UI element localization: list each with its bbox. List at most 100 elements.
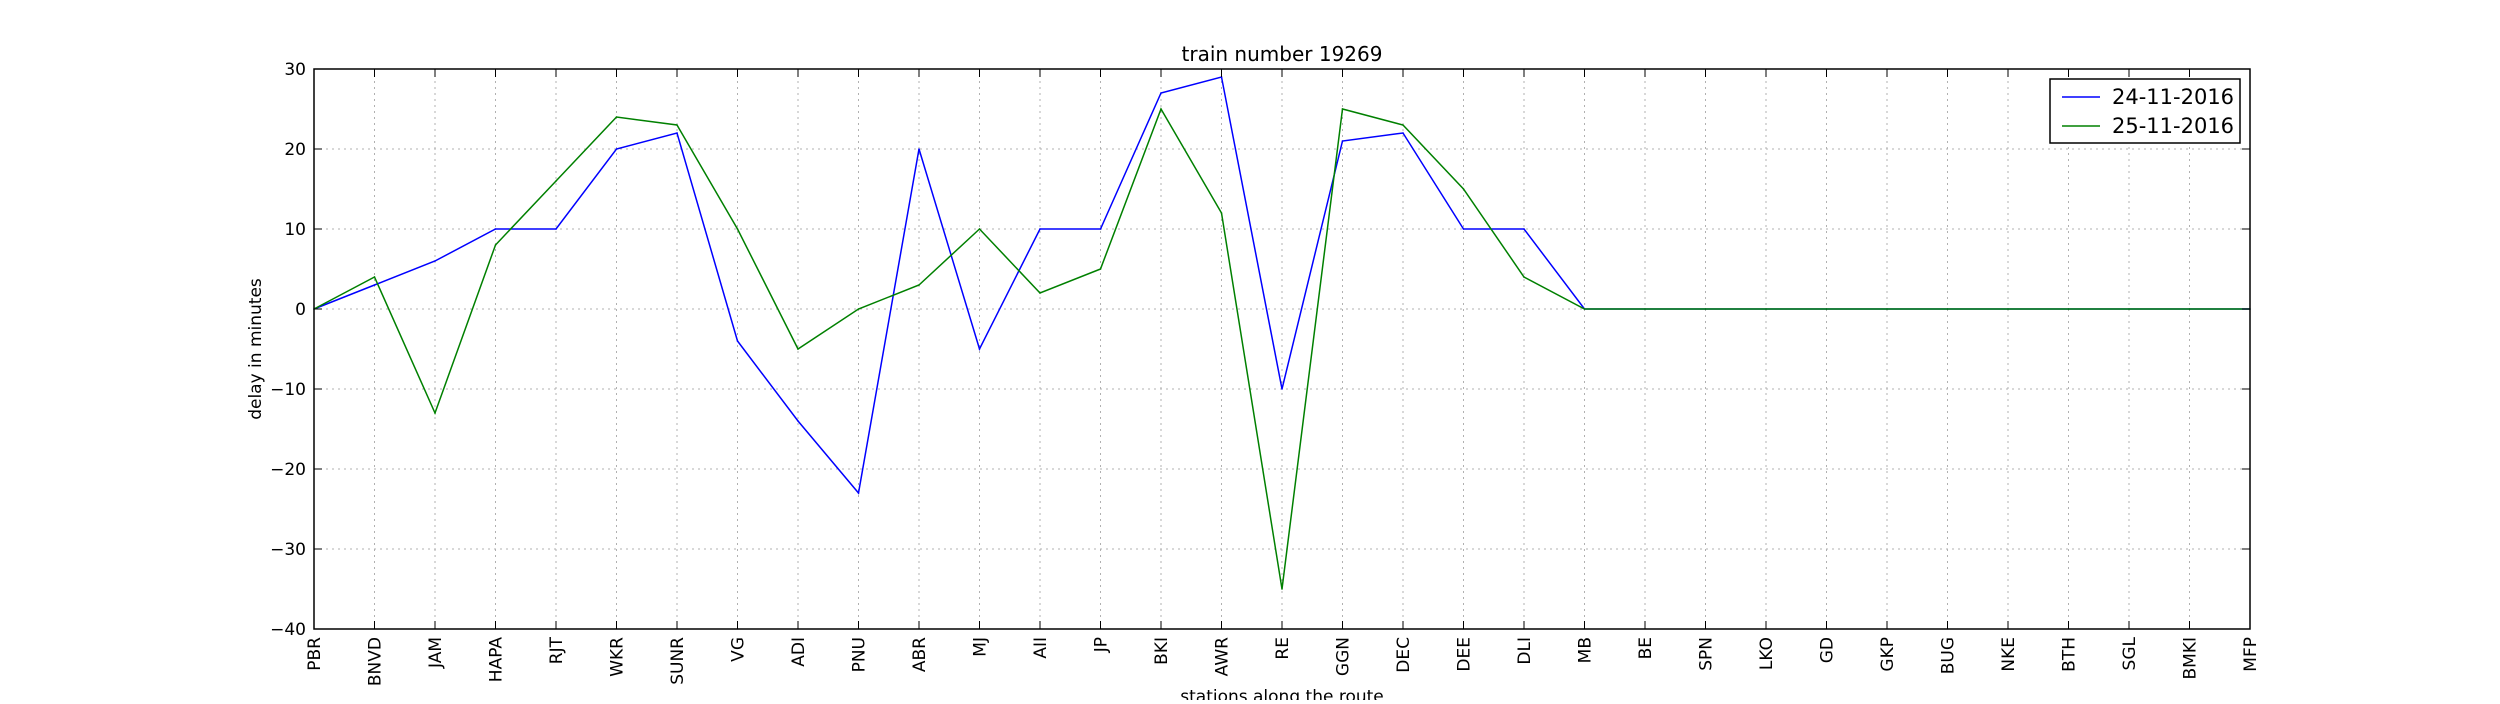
y-tick-label: 20	[284, 140, 306, 160]
data-point-25-11-2016	[2067, 308, 2070, 310]
data-point-24-11-2016	[1160, 92, 1162, 94]
data-point-24-11-2016	[1281, 388, 1283, 390]
x-tick-label: BTH	[2060, 637, 2080, 672]
data-point-25-11-2016	[1946, 308, 1949, 310]
x-tick-label: NKE	[1999, 637, 2019, 672]
x-tick-label: JAM	[426, 637, 446, 669]
x-tick-label: MB	[1576, 637, 1596, 663]
y-tick-label: −40	[270, 620, 306, 640]
data-point-24-11-2016	[1099, 228, 1102, 230]
data-point-24-11-2016	[434, 260, 436, 262]
data-point-25-11-2016	[676, 124, 678, 126]
data-point-25-11-2016	[1462, 188, 1465, 190]
x-axis-label: stations along the route	[1180, 687, 1384, 700]
y-tick-label: 0	[295, 300, 306, 320]
x-tick-label: LKO	[1757, 637, 1777, 670]
data-point-25-11-2016	[736, 228, 739, 230]
data-point-25-11-2016	[797, 348, 799, 350]
legend: 24-11-2016 25-11-2016	[2049, 78, 2241, 144]
chart-title: train number 19269	[1182, 42, 1383, 66]
data-point-25-11-2016	[978, 228, 981, 230]
x-tick-label: MJ	[971, 637, 991, 657]
legend-box	[2049, 78, 2241, 144]
data-point-24-11-2016	[494, 228, 497, 230]
data-point-25-11-2016	[1825, 308, 1828, 310]
data-point-25-11-2016	[2007, 308, 2009, 310]
data-point-25-11-2016	[1099, 268, 1102, 270]
x-tick-label: JP	[1092, 637, 1112, 653]
series-line-25-11-2016	[313, 107, 2250, 590]
x-tick-label: RE	[1273, 637, 1293, 660]
data-point-24-11-2016	[1523, 228, 1525, 230]
data-point-25-11-2016	[2188, 308, 2191, 310]
data-point-24-11-2016	[797, 420, 799, 422]
data-point-25-11-2016	[1220, 212, 1223, 214]
x-tick-label: GGN	[1334, 637, 1354, 676]
x-tick-label: SPN	[1697, 637, 1717, 671]
data-point-25-11-2016	[857, 308, 860, 310]
data-point-25-11-2016	[1523, 276, 1525, 278]
x-tick-label: AII	[1031, 637, 1051, 659]
data-point-25-11-2016	[615, 116, 618, 118]
x-tick-label: BUG	[1939, 637, 1959, 674]
data-point-25-11-2016	[918, 284, 920, 286]
data-point-24-11-2016	[918, 148, 920, 150]
x-tick-label: ABR	[910, 637, 930, 672]
x-tick-label: DEC	[1394, 637, 1414, 673]
x-tick-label: VG	[729, 637, 749, 662]
data-point-25-11-2016	[1039, 292, 1041, 294]
data-point-25-11-2016	[1765, 308, 1767, 310]
data-point-24-11-2016	[1462, 228, 1465, 230]
y-tick-label: 10	[284, 220, 306, 240]
data-point-25-11-2016	[434, 412, 436, 414]
data-point-24-11-2016	[1039, 228, 1041, 230]
legend-label-25-11-2016: 25-11-2016	[2112, 114, 2234, 138]
y-tick-label: −10	[270, 380, 306, 400]
data-point-24-11-2016	[676, 132, 678, 134]
x-tick-label: GKP	[1878, 637, 1898, 672]
grid	[313, 68, 2251, 630]
data-point-25-11-2016	[1160, 108, 1162, 110]
x-tick-label: PBR	[305, 637, 325, 671]
data-point-25-11-2016	[1583, 308, 1586, 310]
x-tick-label: GD	[1818, 637, 1838, 663]
x-tick-label: BE	[1636, 637, 1656, 659]
series-lines	[313, 76, 2251, 590]
x-tick-label: DEE	[1455, 637, 1475, 672]
data-point-25-11-2016	[373, 276, 376, 278]
data-point-24-11-2016	[373, 284, 376, 286]
data-point-25-11-2016	[1281, 588, 1283, 590]
x-tick-label: BKI	[1152, 637, 1172, 665]
data-point-25-11-2016	[1341, 108, 1344, 110]
x-tick-label: BMKI	[2181, 637, 2201, 680]
data-point-24-11-2016	[1402, 132, 1404, 134]
legend-label-24-11-2016: 24-11-2016	[2112, 85, 2234, 109]
y-tick-label: −20	[270, 460, 306, 480]
y-axis-label: delay in minutes	[246, 278, 266, 420]
data-point-25-11-2016	[1402, 124, 1404, 126]
x-tick-label: BNVD	[366, 637, 386, 686]
data-point-24-11-2016	[736, 340, 739, 342]
x-tick-label: AWR	[1213, 637, 1233, 677]
x-tick-label: WKR	[608, 637, 628, 677]
data-point-25-11-2016	[555, 180, 557, 182]
data-point-25-11-2016	[1704, 308, 1707, 310]
data-point-24-11-2016	[978, 348, 981, 350]
x-tick-label: DLI	[1515, 637, 1535, 665]
x-tick-label: SUNR	[668, 637, 688, 685]
x-tick-label: RJT	[547, 636, 567, 664]
y-axis-ticks: −40 −30 −20 −10 0 10 20 30	[270, 60, 2250, 640]
y-tick-label: −30	[270, 540, 306, 560]
data-point-25-11-2016	[2128, 308, 2130, 310]
x-tick-label: MFP	[2241, 637, 2261, 672]
data-point-24-11-2016	[857, 492, 860, 494]
data-point-25-11-2016	[1644, 308, 1646, 310]
data-point-25-11-2016	[1886, 308, 1888, 310]
x-axis-ticks: PBR BNVD JAM HAPA RJT WKR SUNR VG ADI PNU ABR MJ AII…	[305, 69, 2261, 686]
x-tick-label: PNU	[850, 637, 870, 672]
x-tick-label: HAPA	[487, 637, 507, 683]
data-point-24-11-2016	[555, 228, 557, 230]
data-point-24-11-2016	[1341, 140, 1344, 142]
data-point-25-11-2016	[494, 244, 497, 246]
